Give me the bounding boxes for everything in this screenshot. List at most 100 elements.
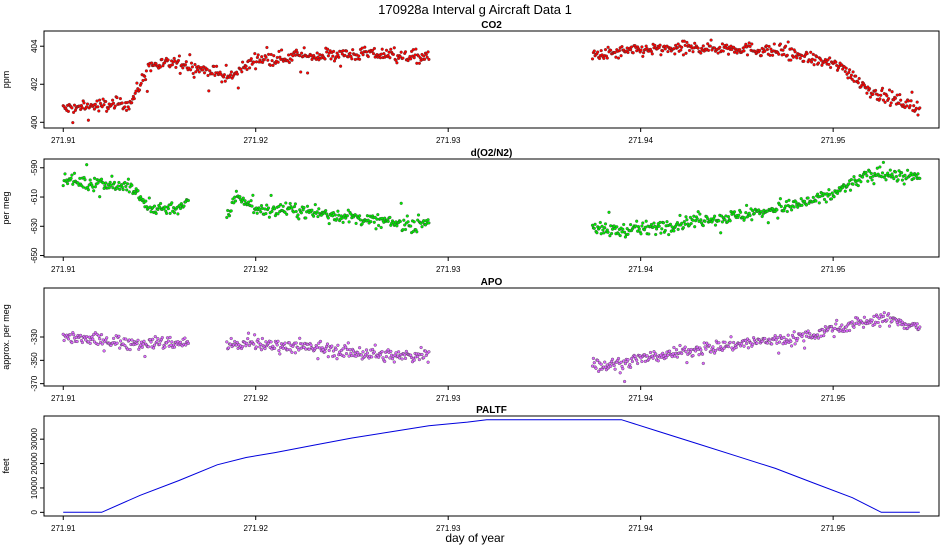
scatter-point bbox=[306, 71, 310, 75]
scatter-point bbox=[724, 214, 728, 218]
scatter-point bbox=[675, 355, 679, 359]
scatter-point bbox=[85, 102, 90, 106]
scatter-point bbox=[816, 192, 820, 196]
scatter-point bbox=[100, 342, 104, 346]
scatter-point bbox=[851, 70, 855, 74]
scatter-point bbox=[897, 101, 901, 105]
scatter-point bbox=[412, 56, 416, 60]
scatter-point bbox=[72, 171, 77, 175]
scatter-point bbox=[691, 50, 695, 54]
scatter-point bbox=[326, 47, 330, 51]
scatter-point bbox=[903, 173, 907, 177]
scatter-point bbox=[905, 104, 909, 108]
scatter-point bbox=[318, 346, 322, 350]
scatter-point bbox=[603, 360, 607, 364]
scatter-point bbox=[906, 168, 910, 172]
scatter-point bbox=[290, 206, 294, 210]
y-tick-label: -350 bbox=[30, 352, 39, 369]
scatter-point bbox=[298, 54, 302, 58]
scatter-point bbox=[881, 314, 885, 318]
scatter-point bbox=[147, 196, 151, 200]
scatter-point bbox=[118, 97, 122, 101]
scatter-point bbox=[770, 342, 774, 346]
scatter-point bbox=[814, 199, 818, 203]
scatter-point bbox=[369, 220, 373, 224]
scatter-point bbox=[618, 371, 622, 375]
scatter-point bbox=[342, 354, 346, 358]
scatter-point bbox=[335, 217, 339, 221]
scatter-point bbox=[62, 338, 66, 343]
scatter-point bbox=[685, 361, 689, 365]
scatter-point bbox=[915, 100, 919, 104]
scatter-point bbox=[822, 197, 827, 201]
scatter-point bbox=[115, 341, 119, 345]
scatter-point bbox=[288, 348, 292, 352]
scatter-point bbox=[279, 342, 284, 346]
scatter-point bbox=[336, 343, 340, 347]
scatter-point bbox=[113, 104, 117, 108]
scatter-point bbox=[639, 48, 643, 52]
scatter-point bbox=[790, 344, 794, 348]
scatter-point bbox=[696, 46, 700, 50]
scatter-point bbox=[224, 63, 228, 67]
scatter-point bbox=[188, 53, 192, 57]
scatter-point bbox=[105, 336, 109, 340]
scatter-point bbox=[856, 184, 860, 188]
scatter-point bbox=[427, 57, 431, 61]
scatter-point bbox=[663, 228, 667, 233]
scatter-point bbox=[329, 57, 333, 61]
scatter-point bbox=[280, 48, 284, 52]
scatter-point bbox=[85, 163, 89, 167]
scatter-point bbox=[890, 319, 894, 323]
scatter-point bbox=[325, 50, 329, 54]
scatter-point bbox=[699, 218, 703, 222]
scatter-point bbox=[590, 57, 595, 61]
scatter-point bbox=[804, 203, 808, 207]
scatter-point bbox=[158, 65, 162, 69]
scatter-point bbox=[152, 343, 157, 347]
scatter-point bbox=[123, 180, 127, 185]
scatter-point bbox=[102, 349, 106, 353]
scatter-point bbox=[111, 186, 115, 190]
scatter-point bbox=[299, 70, 303, 74]
scatter-point bbox=[878, 97, 882, 101]
scatter-point bbox=[673, 52, 677, 56]
scatter-point bbox=[267, 52, 271, 56]
scatter-point bbox=[98, 98, 102, 102]
scatter-point bbox=[728, 219, 732, 223]
scatter-point bbox=[294, 209, 298, 214]
scatter-point bbox=[835, 318, 839, 322]
scatter-point bbox=[644, 219, 648, 223]
scatter-point bbox=[281, 346, 285, 350]
scatter-point bbox=[156, 207, 160, 212]
scatter-point bbox=[640, 224, 644, 228]
scatter-point bbox=[160, 336, 164, 340]
scatter-point bbox=[893, 96, 898, 100]
scatter-point bbox=[302, 206, 306, 210]
scatter-point bbox=[865, 174, 869, 178]
y-tick-label: -590 bbox=[30, 159, 39, 176]
scatter-point bbox=[324, 209, 328, 213]
scatter-point bbox=[812, 63, 816, 67]
scatter-point bbox=[654, 232, 658, 237]
scatter-point bbox=[309, 343, 313, 347]
scatter-point bbox=[803, 346, 807, 350]
y-tick-label: 404 bbox=[30, 39, 39, 53]
scatter-point bbox=[253, 333, 257, 337]
scatter-point bbox=[388, 56, 392, 60]
y-axis-label: feet bbox=[1, 458, 11, 474]
scatter-point bbox=[850, 320, 854, 324]
scatter-point bbox=[738, 48, 742, 52]
scatter-point bbox=[635, 219, 639, 223]
scatter-point bbox=[422, 219, 426, 223]
scatter-point bbox=[687, 48, 692, 53]
scatter-point bbox=[136, 189, 140, 193]
scatter-point bbox=[603, 48, 608, 52]
scatter-point bbox=[152, 346, 156, 350]
scatter-point bbox=[595, 231, 599, 235]
scatter-point bbox=[619, 360, 623, 364]
scatter-point bbox=[92, 107, 96, 111]
scatter-point bbox=[870, 178, 874, 182]
scatter-point bbox=[229, 70, 233, 74]
scatter-point bbox=[772, 42, 776, 46]
